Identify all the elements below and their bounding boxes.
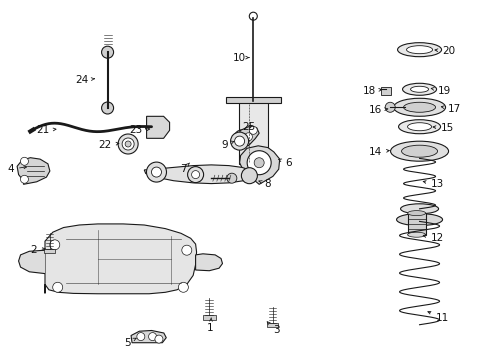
Text: 7: 7	[180, 163, 189, 174]
Ellipse shape	[400, 204, 438, 214]
Circle shape	[246, 151, 271, 175]
Text: 21: 21	[36, 125, 56, 135]
Text: 15: 15	[432, 123, 453, 133]
Ellipse shape	[397, 43, 441, 57]
Bar	[44, 248, 55, 253]
Circle shape	[151, 167, 161, 177]
Polygon shape	[131, 330, 166, 343]
Ellipse shape	[145, 124, 157, 132]
Circle shape	[244, 133, 252, 141]
Circle shape	[53, 282, 62, 292]
Text: 17: 17	[440, 104, 461, 114]
Text: 16: 16	[368, 105, 387, 115]
Circle shape	[148, 333, 156, 341]
Circle shape	[234, 130, 249, 146]
Ellipse shape	[407, 232, 425, 237]
Circle shape	[191, 171, 199, 179]
Polygon shape	[19, 250, 45, 274]
Ellipse shape	[406, 46, 432, 54]
Ellipse shape	[402, 83, 436, 95]
Circle shape	[102, 46, 113, 58]
Circle shape	[226, 173, 236, 183]
Ellipse shape	[410, 86, 427, 92]
Circle shape	[118, 134, 138, 154]
Text: 12: 12	[422, 233, 444, 243]
Circle shape	[241, 168, 257, 184]
Text: 22: 22	[98, 140, 119, 150]
Circle shape	[20, 157, 28, 165]
Bar	[238, 101, 267, 164]
Text: 11: 11	[427, 311, 448, 323]
Text: 1: 1	[206, 318, 213, 333]
Circle shape	[187, 167, 203, 183]
Circle shape	[122, 138, 134, 150]
Text: 18: 18	[362, 86, 381, 96]
Circle shape	[102, 102, 113, 114]
Ellipse shape	[396, 213, 442, 226]
Circle shape	[20, 175, 28, 183]
Circle shape	[125, 141, 131, 147]
Polygon shape	[45, 224, 196, 294]
Circle shape	[385, 102, 394, 112]
Bar	[267, 323, 278, 327]
Polygon shape	[239, 146, 279, 184]
Circle shape	[238, 134, 245, 142]
Text: 3: 3	[266, 322, 279, 336]
Ellipse shape	[398, 120, 440, 134]
Text: 5: 5	[123, 338, 136, 348]
Text: 14: 14	[368, 147, 388, 157]
Text: 23: 23	[129, 125, 149, 135]
Circle shape	[182, 245, 191, 255]
Text: 8: 8	[259, 179, 271, 189]
Circle shape	[50, 240, 60, 250]
Text: 6: 6	[278, 158, 291, 168]
Circle shape	[155, 335, 163, 343]
Bar	[203, 315, 215, 320]
Circle shape	[178, 282, 188, 292]
Circle shape	[146, 162, 166, 182]
Circle shape	[239, 166, 247, 174]
Polygon shape	[144, 165, 251, 184]
Circle shape	[137, 333, 144, 341]
Circle shape	[234, 136, 244, 146]
Text: 13: 13	[422, 179, 444, 189]
Text: 4: 4	[7, 164, 26, 174]
Ellipse shape	[407, 123, 431, 131]
Circle shape	[249, 126, 257, 134]
Circle shape	[255, 166, 264, 174]
Polygon shape	[17, 158, 50, 184]
Polygon shape	[146, 116, 169, 138]
Circle shape	[254, 158, 264, 168]
Polygon shape	[195, 254, 222, 271]
Text: 19: 19	[430, 86, 450, 96]
Ellipse shape	[390, 141, 447, 161]
Ellipse shape	[403, 102, 435, 112]
Circle shape	[249, 12, 257, 20]
Text: 20: 20	[434, 46, 454, 56]
Text: 2: 2	[30, 245, 45, 255]
Text: 25: 25	[241, 122, 255, 132]
Ellipse shape	[393, 98, 445, 116]
Ellipse shape	[401, 145, 437, 157]
Text: 9: 9	[221, 140, 233, 150]
Polygon shape	[225, 97, 280, 103]
Circle shape	[230, 132, 248, 150]
Ellipse shape	[407, 211, 425, 216]
Bar	[407, 213, 425, 235]
Bar	[381, 87, 390, 95]
Polygon shape	[237, 127, 259, 146]
Text: 10: 10	[233, 53, 248, 63]
Text: 24: 24	[75, 75, 94, 85]
